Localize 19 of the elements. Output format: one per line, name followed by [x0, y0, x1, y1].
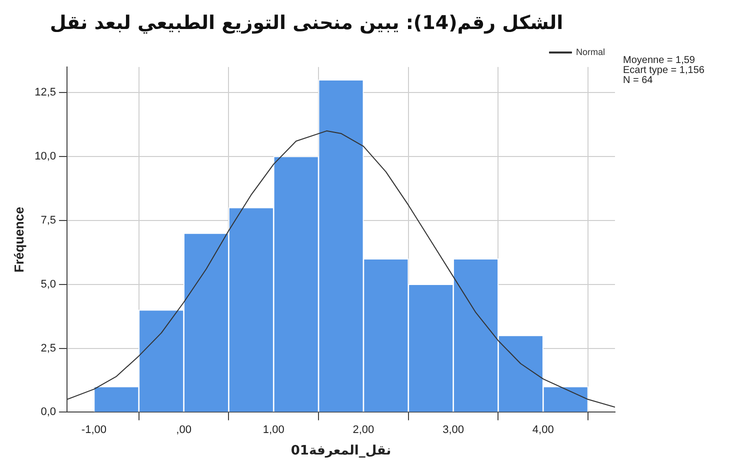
- text: N = 64: [623, 74, 654, 86]
- x-tick-label: 2,00: [352, 424, 374, 436]
- chart-title: الشكل رقم(14): يبين منحنى التوزيع الطبيعي لبعد نقل: [48, 11, 564, 36]
- x-tick-label: 4,00: [532, 424, 554, 436]
- x-tick-label: 1,00: [262, 424, 284, 436]
- y-tick-label: 0,0: [40, 406, 56, 418]
- x-tick-label: 3,00: [442, 424, 464, 436]
- x-tick-label: ,00: [176, 424, 192, 436]
- y-tick-label: 7,5: [40, 214, 56, 226]
- y-tick-label: 5,0: [40, 278, 56, 290]
- y-tick-label: 2,5: [40, 342, 56, 354]
- y-axis-title: Fréquence: [11, 206, 26, 272]
- x-tick-label: -1,00: [81, 424, 106, 436]
- y-tick-label: 10,0: [34, 150, 56, 163]
- text: Moyenne = 1,59: [623, 54, 696, 66]
- text: Ecart type = 1,156: [623, 64, 705, 76]
- legend-label: Normal: [576, 46, 606, 57]
- y-tick-label: 12,5: [34, 86, 56, 99]
- x-axis-title: نقل_المعرفة01: [290, 444, 392, 459]
